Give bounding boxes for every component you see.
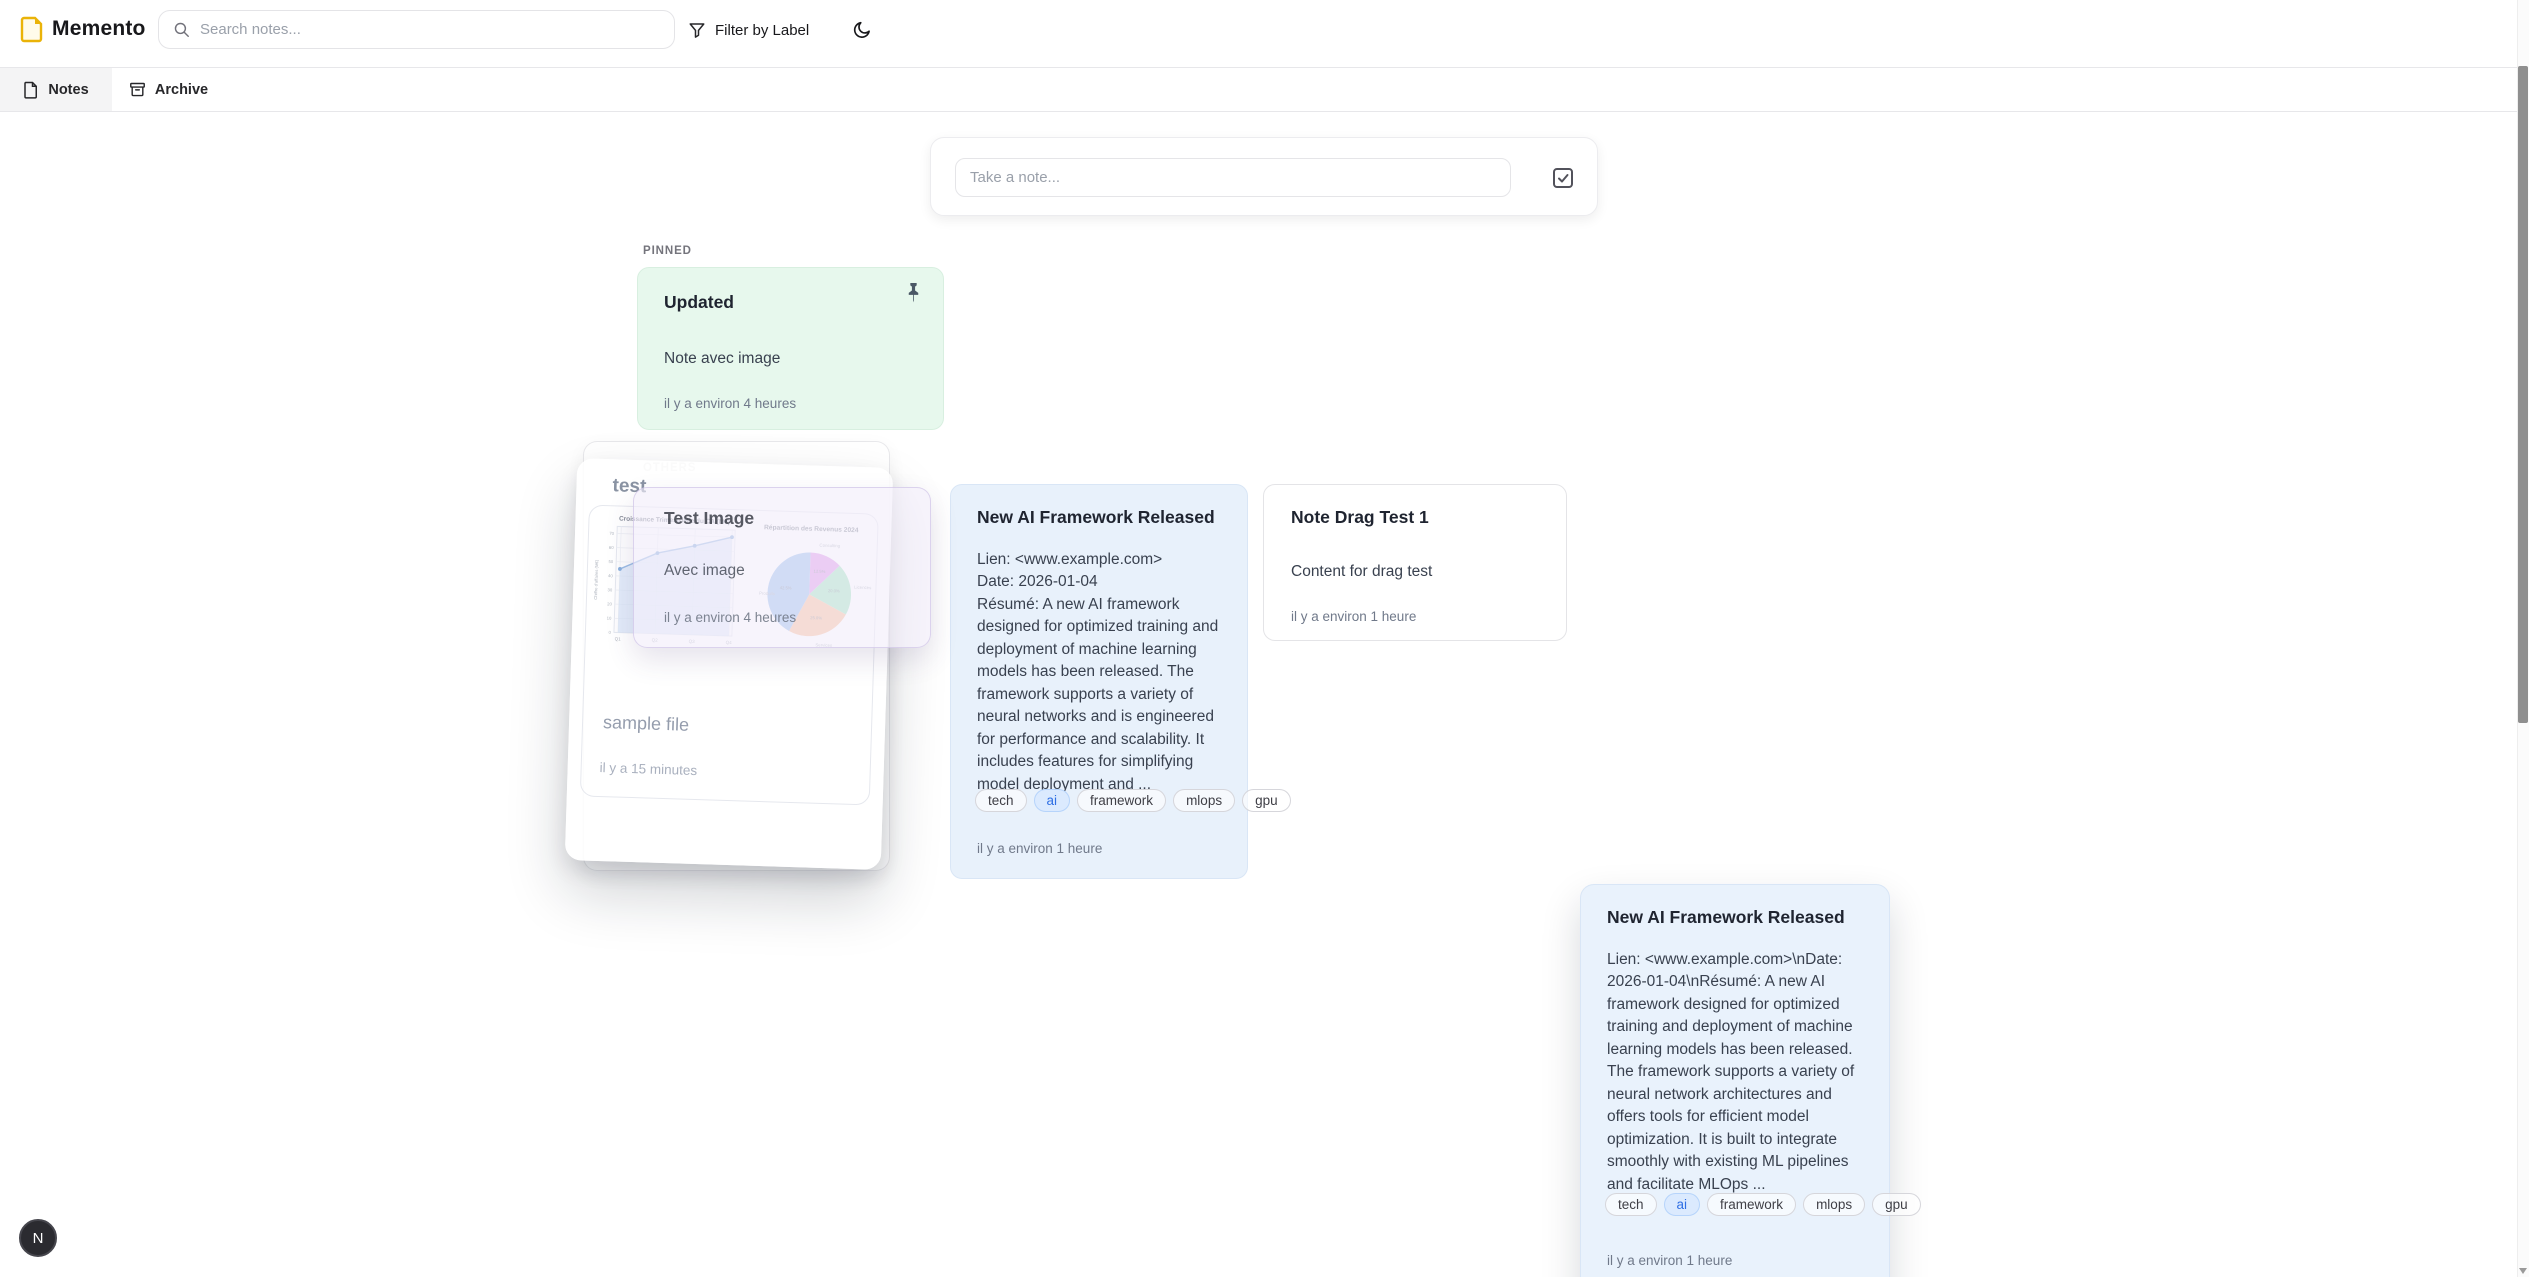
note-timestamp: il y a environ 4 heures (664, 610, 797, 625)
checklist-note-button[interactable] (1549, 164, 1577, 192)
note-title: Note Drag Test 1 (1291, 507, 1429, 527)
app-title: Memento (52, 17, 146, 40)
svg-text:70: 70 (609, 531, 614, 536)
tab-bar: Notes Archive (0, 67, 2529, 112)
tab-notes[interactable]: Notes (0, 68, 112, 111)
drag-test-note-card[interactable]: Note Drag Test 1 Content for drag test i… (1263, 484, 1567, 641)
take-a-note-input[interactable] (955, 158, 1511, 197)
note-timestamp: il y a 15 minutes (599, 759, 698, 779)
archive-box-icon (129, 82, 145, 97)
note-title: New AI Framework Released (1607, 907, 1845, 927)
note-title: Test Image (664, 508, 755, 528)
tag-row: tech ai framework mlops gpu (975, 789, 1291, 812)
note-timestamp: il y a environ 1 heure (1607, 1253, 1733, 1268)
note-title: sample file (602, 712, 690, 735)
ai-framework-drag-clone-card[interactable]: New AI Framework Released Lien: <www.exa… (1580, 884, 1921, 1277)
pin-icon[interactable] (904, 281, 923, 304)
dark-mode-toggle[interactable] (843, 12, 881, 48)
tag-pill[interactable]: mlops (1173, 789, 1236, 812)
search-box[interactable] (158, 10, 675, 49)
notes-file-icon (24, 81, 38, 99)
tag-pill-highlighted[interactable]: ai (1033, 789, 1071, 812)
search-input[interactable] (200, 21, 640, 38)
user-avatar[interactable]: N (19, 1219, 57, 1257)
note-title: New AI Framework Released (977, 507, 1215, 527)
pinned-section-label: PINNED (643, 245, 692, 257)
svg-text:Q1: Q1 (615, 636, 622, 641)
note-composer (930, 137, 1598, 216)
filter-funnel-icon (689, 23, 705, 38)
avatar-initial: N (32, 1229, 44, 1247)
note-body: Note avec image (664, 350, 781, 367)
svg-text:40: 40 (608, 573, 613, 578)
app-logo-note-icon (20, 16, 43, 43)
moon-icon (853, 21, 870, 38)
svg-text:10: 10 (607, 616, 612, 621)
filter-by-label-button[interactable]: Filter by Label (688, 12, 809, 48)
note-body: Avec image (664, 562, 745, 579)
scrollbar-thumb[interactable] (2518, 66, 2528, 723)
tag-pill-highlighted[interactable]: ai (1663, 1193, 1701, 1216)
search-icon (174, 22, 189, 37)
svg-text:Chiffre d'affaires (M€): Chiffre d'affaires (M€) (593, 559, 599, 600)
tag-pill[interactable]: gpu (1242, 789, 1291, 812)
svg-text:60: 60 (609, 545, 614, 550)
tab-archive[interactable]: Archive (112, 68, 225, 111)
filter-by-label-text: Filter by Label (715, 21, 810, 39)
tag-row: tech ai framework mlops gpu (1605, 1193, 1921, 1216)
note-body: Content for drag test (1291, 563, 1433, 580)
note-timestamp: il y a environ 4 heures (664, 396, 797, 411)
tag-pill[interactable]: tech (1605, 1193, 1657, 1216)
scrollbar-down-arrow-icon[interactable] (2519, 1268, 2527, 1274)
check-square-icon (1553, 168, 1573, 188)
note-timestamp: il y a environ 1 heure (1291, 609, 1417, 624)
svg-text:20: 20 (607, 601, 612, 606)
note-body: Lien: <www.example.com>\nDate: 2026-01-0… (1607, 951, 1855, 1193)
tag-pill[interactable]: framework (1707, 1193, 1797, 1216)
tag-pill[interactable]: gpu (1872, 1193, 1921, 1216)
pinned-note-card[interactable]: Updated Note avec image il y a environ 4… (637, 267, 944, 430)
svg-text:0: 0 (609, 630, 612, 635)
note-timestamp: il y a environ 1 heure (977, 841, 1103, 856)
note-title: Updated (664, 292, 734, 312)
svg-text:30: 30 (608, 587, 613, 592)
tag-pill[interactable]: framework (1077, 789, 1167, 812)
drag-ghost-card[interactable]: Test Image Avec image il y a environ 4 h… (633, 487, 931, 648)
tag-pill[interactable]: tech (975, 789, 1027, 812)
tag-pill[interactable]: mlops (1803, 1193, 1866, 1216)
scrollbar-track[interactable] (2517, 0, 2529, 1277)
tab-notes-label: Notes (48, 81, 89, 98)
note-body: Lien: <www.example.com> Date: 2026-01-04… (977, 551, 1219, 793)
header: Memento Filter by Label (0, 0, 2529, 67)
svg-text:50: 50 (608, 559, 613, 564)
tab-archive-label: Archive (154, 81, 209, 98)
ai-framework-note-card[interactable]: New AI Framework Released Lien: <www.exa… (950, 484, 1291, 879)
